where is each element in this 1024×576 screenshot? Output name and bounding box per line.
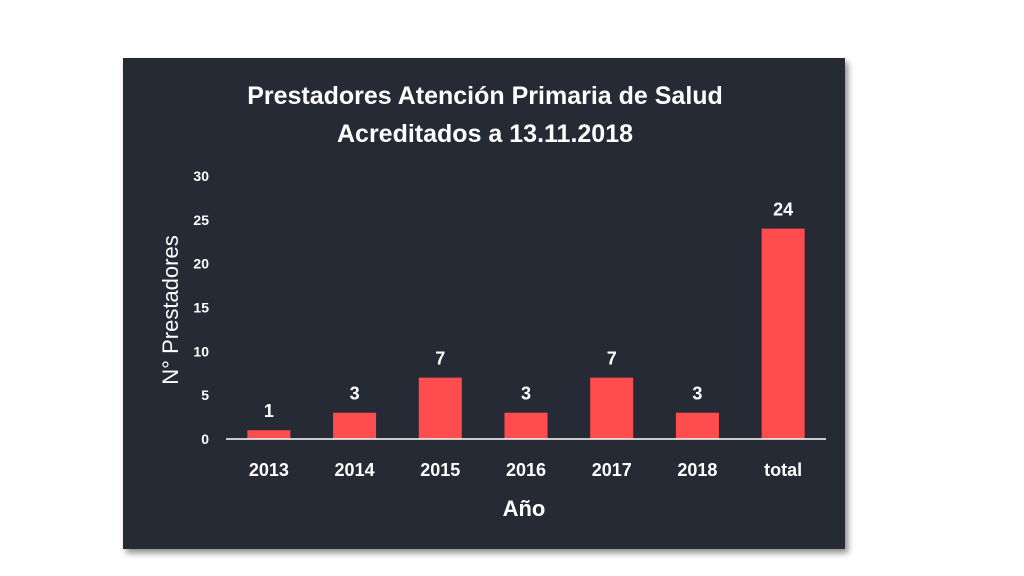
y-tick-label: 25: [193, 212, 209, 228]
data-label-2015: 7: [435, 349, 445, 369]
data-label-2016: 3: [521, 384, 531, 404]
x-tick-label: 2014: [335, 460, 375, 480]
x-tick-label: 2015: [420, 460, 460, 480]
chart-title: Prestadores Atención Primaria de Salud: [247, 82, 723, 110]
y-tick-label: 5: [201, 387, 209, 403]
x-axis-ticks: 2013 2014 2015 2016 2017 2018 total: [249, 460, 802, 480]
data-label-2018: 3: [692, 384, 702, 404]
bar-total: [761, 228, 805, 439]
x-tick-label: 2016: [506, 460, 546, 480]
y-tick-label: 10: [193, 343, 209, 359]
x-axis-label: Año: [503, 496, 546, 521]
bar-2013: [247, 430, 291, 439]
bar-2014: [333, 412, 377, 439]
bars: [247, 228, 805, 439]
bar-2018: [675, 412, 719, 439]
data-label-2014: 3: [350, 384, 360, 404]
y-axis-ticks: 0 5 10 15 20 25 30: [193, 168, 209, 447]
x-tick-label: 2017: [592, 460, 632, 480]
chart-panel: Prestadores Atención Primaria de Salud A…: [123, 58, 845, 549]
y-tick-label: 30: [193, 168, 209, 184]
chart-subtitle: Acreditados a 13.11.2018: [337, 120, 633, 148]
data-labels: 1 3 7 3 7 3 24: [264, 200, 793, 422]
bar-2016: [504, 412, 548, 439]
y-tick-label: 15: [193, 300, 209, 316]
x-tick-label: 2013: [249, 460, 289, 480]
chart-svg: Prestadores Atención Primaria de Salud A…: [158, 82, 826, 521]
bar-2017: [590, 377, 634, 439]
data-label-2013: 1: [264, 401, 274, 421]
y-axis-label: N° Prestadores: [158, 235, 183, 384]
data-label-total: 24: [773, 200, 793, 220]
y-tick-label: 0: [201, 431, 209, 447]
y-tick-label: 20: [193, 256, 209, 272]
data-label-2017: 7: [607, 349, 617, 369]
bar-2015: [418, 377, 462, 439]
x-tick-label: total: [764, 460, 802, 480]
x-tick-label: 2018: [677, 460, 717, 480]
